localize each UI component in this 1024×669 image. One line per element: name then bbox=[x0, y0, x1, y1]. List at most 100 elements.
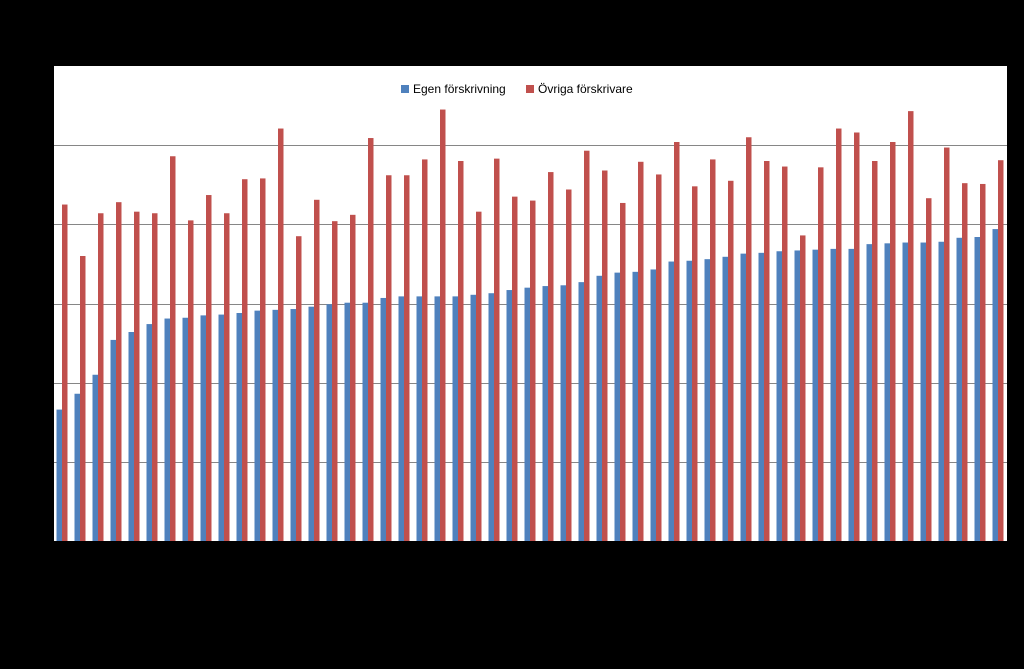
bar-series1-50 bbox=[938, 241, 944, 541]
bar-series1-12 bbox=[254, 310, 260, 542]
bar-series1-19 bbox=[380, 297, 386, 541]
bar-series2-21 bbox=[422, 159, 428, 542]
bar-series2-39 bbox=[746, 137, 752, 541]
bar-series1-21 bbox=[416, 296, 422, 542]
bar-series1-3 bbox=[92, 374, 98, 541]
bar-series2-3 bbox=[98, 213, 104, 541]
bar-series1-53 bbox=[992, 229, 998, 541]
bar-series2-20 bbox=[404, 175, 410, 541]
bar-series1-34 bbox=[650, 269, 656, 541]
axes bbox=[48, 66, 1008, 546]
bar-series1-26 bbox=[506, 290, 512, 541]
bar-series2-1 bbox=[62, 204, 68, 542]
bar-series2-23 bbox=[458, 161, 464, 541]
legend: Egen förskrivning Övriga förskrivare bbox=[401, 82, 633, 96]
bar-series1-33 bbox=[632, 271, 638, 541]
bar-series1-49 bbox=[920, 242, 926, 542]
bar-series1-41 bbox=[776, 251, 782, 541]
bar-series2-41 bbox=[782, 166, 788, 542]
bar-series1-40 bbox=[758, 252, 764, 541]
bar-series1-47 bbox=[884, 243, 890, 541]
bar-series2-47 bbox=[890, 142, 896, 541]
bar-series1-5 bbox=[128, 332, 134, 541]
bar-series1-10 bbox=[218, 314, 224, 541]
bar-series2-14 bbox=[296, 236, 302, 541]
bar-series1-43 bbox=[812, 249, 818, 542]
bar-series1-42 bbox=[794, 250, 800, 541]
bar-series1-25 bbox=[488, 293, 494, 541]
bar-series2-32 bbox=[620, 202, 626, 541]
bar-series2-16 bbox=[332, 221, 338, 542]
bar-series2-34 bbox=[656, 174, 662, 541]
bar-series1-11 bbox=[236, 313, 242, 541]
bar-series1-39 bbox=[740, 253, 746, 542]
bar-series1-15 bbox=[308, 306, 314, 541]
bar-series2-52 bbox=[980, 183, 986, 541]
bar-series1-23 bbox=[452, 296, 458, 542]
bar-series2-6 bbox=[152, 213, 158, 541]
bar-series1-36 bbox=[686, 260, 692, 541]
bar-series2-35 bbox=[674, 142, 680, 541]
bar-series2-44 bbox=[836, 128, 842, 542]
bar-series2-28 bbox=[548, 172, 554, 541]
bar-series2-30 bbox=[584, 150, 590, 541]
bar-series1-35 bbox=[668, 261, 674, 541]
bar-series1-30 bbox=[578, 282, 584, 542]
bar-series2-13 bbox=[278, 128, 284, 542]
bar-series2-29 bbox=[566, 189, 572, 541]
bar-series1-1 bbox=[56, 409, 62, 541]
bar-series2-11 bbox=[242, 179, 248, 541]
bar-series2-5 bbox=[134, 211, 140, 542]
bar-series2-12 bbox=[260, 178, 266, 542]
bar-series1-46 bbox=[866, 244, 872, 542]
bar-series2-10 bbox=[224, 213, 230, 541]
bar-series2-48 bbox=[908, 111, 914, 541]
bar-series1-17 bbox=[344, 302, 350, 541]
bar-series1-38 bbox=[722, 256, 728, 541]
bar-series1-31 bbox=[596, 275, 602, 541]
bar-series2-15 bbox=[314, 199, 320, 542]
legend-swatch-egen bbox=[401, 85, 409, 93]
bar-series2-31 bbox=[602, 170, 608, 541]
legend-swatch-ovriga bbox=[526, 85, 534, 93]
bar-series2-24 bbox=[476, 211, 482, 542]
bar-series1-24 bbox=[470, 294, 476, 541]
bar-series2-43 bbox=[818, 167, 824, 541]
bar-series1-14 bbox=[290, 309, 296, 541]
bar-series2-7 bbox=[170, 156, 176, 541]
bar-series2-9 bbox=[206, 195, 212, 542]
bar-series2-19 bbox=[386, 175, 392, 541]
bar-series1-29 bbox=[560, 285, 566, 541]
bars bbox=[56, 109, 1004, 542]
bar-series1-28 bbox=[542, 286, 548, 541]
bar-series2-2 bbox=[80, 256, 86, 541]
bar-series2-25 bbox=[494, 158, 500, 542]
bar-series1-6 bbox=[146, 324, 152, 541]
bar-series2-22 bbox=[440, 109, 446, 541]
bar-series1-51 bbox=[956, 237, 962, 542]
bar-series2-27 bbox=[530, 200, 536, 541]
bar-series2-18 bbox=[368, 138, 374, 542]
bar-series1-44 bbox=[830, 248, 836, 542]
bar-series2-42 bbox=[800, 235, 806, 542]
bar-series1-9 bbox=[200, 315, 206, 542]
bar-series1-22 bbox=[434, 296, 440, 542]
bar-series1-32 bbox=[614, 272, 620, 542]
bar-series2-45 bbox=[854, 132, 860, 541]
legend-label-egen: Egen förskrivning bbox=[413, 82, 506, 96]
bar-series2-49 bbox=[926, 198, 932, 541]
bar-series1-45 bbox=[848, 248, 854, 542]
bar-series1-16 bbox=[326, 304, 332, 541]
bar-series1-52 bbox=[974, 237, 980, 541]
bar-series1-27 bbox=[524, 287, 530, 541]
bar-series1-8 bbox=[182, 317, 188, 541]
bar-series1-37 bbox=[704, 259, 710, 541]
bar-series1-2 bbox=[74, 393, 80, 541]
bar-series2-26 bbox=[512, 196, 518, 542]
bar-series2-50 bbox=[944, 147, 950, 542]
legend-label-ovriga: Övriga förskrivare bbox=[538, 82, 633, 96]
bar-series2-53 bbox=[998, 160, 1004, 541]
bar-series2-38 bbox=[728, 180, 734, 542]
bar-series2-17 bbox=[350, 214, 356, 541]
